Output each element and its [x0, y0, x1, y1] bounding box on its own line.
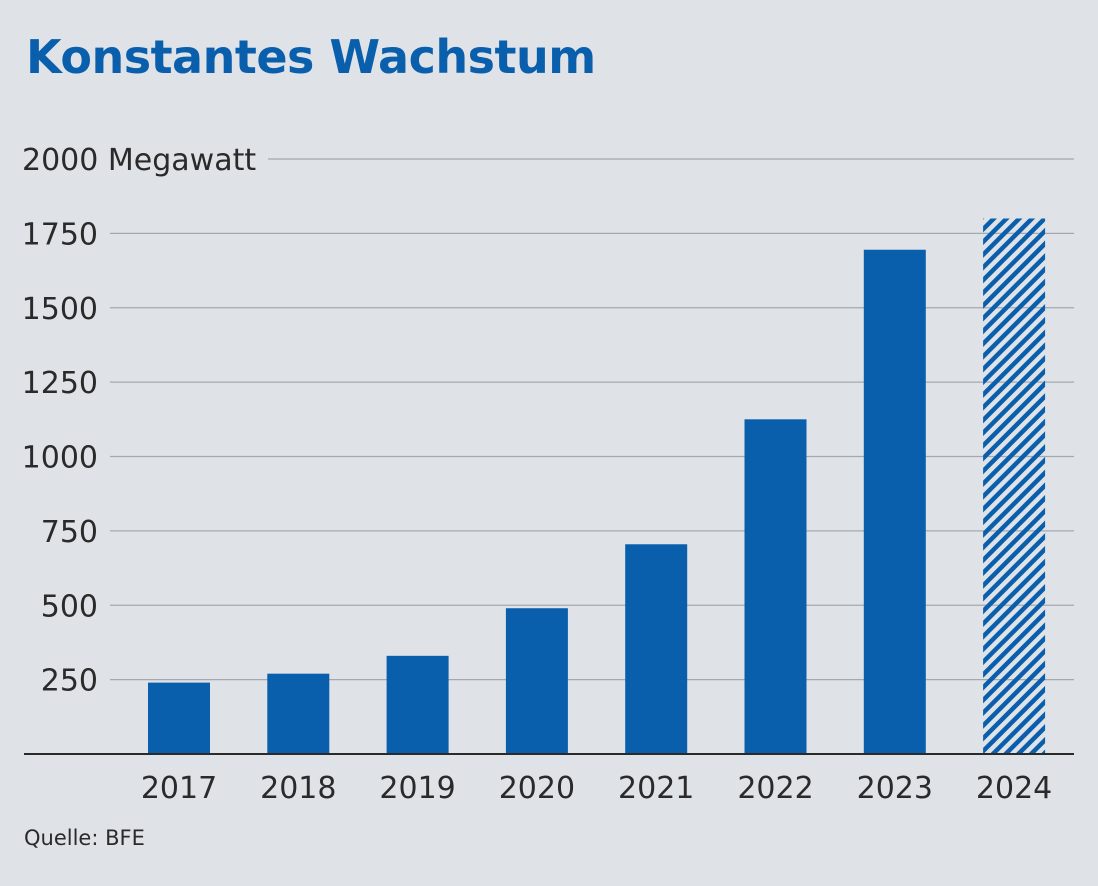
source-note: Quelle: BFE: [24, 826, 145, 850]
x-tick-label-2023: 2023: [857, 771, 933, 806]
y-unit-label: 2000 Megawatt: [22, 143, 256, 178]
gridlines: [110, 158, 1074, 681]
bars: [148, 218, 1046, 755]
x-tick-label-2019: 2019: [379, 771, 455, 806]
y-tick-label-750: 750: [41, 515, 98, 550]
bar-2017: [148, 682, 210, 754]
y-tick-label-1250: 1250: [22, 366, 98, 401]
bar-2019: [386, 655, 449, 754]
y-tick-label-500: 500: [41, 589, 98, 624]
x-tick-label-2020: 2020: [499, 771, 575, 806]
bar-2023: [863, 249, 926, 755]
bar-2020: [505, 608, 568, 754]
x-tick-label-2022: 2022: [737, 771, 813, 806]
chart-title: Konstantes Wachstum: [26, 30, 596, 84]
y-axis-ticks: 250 500 750 1000 1250 1500 1750 2000 Megawatt: [22, 143, 257, 699]
bar-2022: [744, 419, 807, 754]
bar-2024: [983, 218, 1046, 754]
y-tick-label-1500: 1500: [22, 292, 98, 327]
x-axis-ticks: 2017 2018 2019 2020 2021 2022 2023 2024: [141, 771, 1052, 806]
x-tick-label-2017: 2017: [141, 771, 217, 806]
y-tick-label-1000: 1000: [22, 441, 98, 476]
bar-2021: [625, 544, 688, 754]
x-tick-label-2024: 2024: [976, 771, 1052, 806]
x-tick-label-2018: 2018: [260, 771, 336, 806]
x-tick-label-2021: 2021: [618, 771, 694, 806]
y-tick-label-250: 250: [41, 664, 98, 699]
bar-2018: [267, 673, 330, 754]
y-tick-label-1750: 1750: [22, 217, 98, 252]
